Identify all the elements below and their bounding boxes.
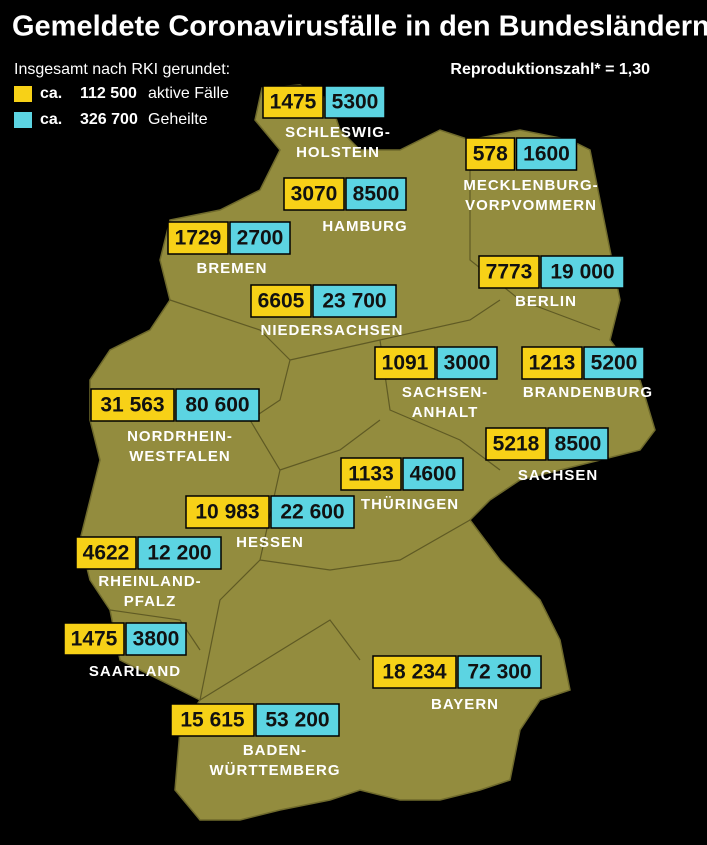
legend-prefix: ca. <box>40 85 62 102</box>
recovered-cases: 3000 <box>444 352 491 375</box>
state-name: BRANDENBURG <box>523 384 653 401</box>
active-cases: 1213 <box>529 352 576 375</box>
active-cases: 1729 <box>175 227 222 250</box>
active-box <box>465 137 516 171</box>
state-name: SACHSEN- <box>402 384 488 401</box>
state-name: RHEINLAND- <box>98 573 201 590</box>
active-box <box>185 495 270 529</box>
active-cases: 15 615 <box>180 709 245 732</box>
state-name: SACHSEN <box>518 467 598 484</box>
active-box <box>75 536 137 570</box>
recovered-cases: 8500 <box>555 433 602 456</box>
recovered-box <box>457 655 542 689</box>
legend-prefix: ca. <box>40 111 62 128</box>
recovered-box <box>540 255 625 289</box>
legend-label: Geheilte <box>148 111 208 128</box>
state-name: BERLIN <box>515 293 577 310</box>
active-cases: 4622 <box>83 542 130 565</box>
state-name: MECKLENBURG- <box>463 177 598 194</box>
state-name: BADEN- <box>243 742 307 759</box>
recovered-box <box>137 536 222 570</box>
state-name: BAYERN <box>431 696 499 713</box>
active-box <box>478 255 540 289</box>
active-box <box>170 703 255 737</box>
recovered-box <box>229 221 291 255</box>
recovered-cases: 19 000 <box>550 261 614 284</box>
legend-swatch <box>14 112 32 128</box>
active-box <box>283 177 345 211</box>
recovered-cases: 3800 <box>133 628 180 651</box>
state-name: WESTFALEN <box>129 448 231 465</box>
active-cases: 1475 <box>71 628 118 651</box>
recovered-box <box>583 346 645 380</box>
active-cases: 6605 <box>258 290 305 313</box>
active-cases: 1091 <box>382 352 429 375</box>
recovered-cases: 4600 <box>410 463 457 486</box>
reproduction-number: Reproduktionszahl* = 1,30 <box>450 61 650 78</box>
recovered-box <box>345 177 407 211</box>
active-box <box>521 346 583 380</box>
state-name: HAMBURG <box>322 218 407 235</box>
recovered-box <box>515 137 578 171</box>
recovered-cases: 1600 <box>523 143 570 166</box>
active-box <box>372 655 457 689</box>
state-name: BREMEN <box>196 260 267 277</box>
state-name: THÜRINGEN <box>361 496 459 513</box>
active-cases: 18 234 <box>382 661 447 684</box>
state-name: HOLSTEIN <box>296 144 380 161</box>
title: Gemeldete Coronavirusfälle in den Bundes… <box>12 11 707 43</box>
recovered-box <box>436 346 498 380</box>
recovered-cases: 80 600 <box>185 394 249 417</box>
state-name: SCHLESWIG- <box>285 124 391 141</box>
recovered-box <box>312 284 397 318</box>
active-box <box>340 457 402 491</box>
state-name: PFALZ <box>124 593 177 610</box>
recovered-cases: 5300 <box>332 91 379 114</box>
active-cases: 10 983 <box>195 501 259 524</box>
active-box <box>63 622 125 656</box>
active-box <box>262 85 324 119</box>
legend-swatch <box>14 86 32 102</box>
recovered-box <box>175 388 260 422</box>
recovered-box <box>547 427 609 461</box>
active-cases: 3070 <box>291 183 338 206</box>
recovered-cases: 5200 <box>591 352 638 375</box>
recovered-cases: 22 600 <box>280 501 344 524</box>
active-box <box>90 388 175 422</box>
state-name: HESSEN <box>236 534 304 551</box>
recovered-box <box>125 622 187 656</box>
active-box <box>485 427 547 461</box>
legend-label: aktive Fälle <box>148 85 229 102</box>
state-name: SAARLAND <box>89 663 181 680</box>
active-cases: 31 563 <box>100 394 164 417</box>
active-cases: 5218 <box>493 433 540 456</box>
state-name: NIEDERSACHSEN <box>260 322 403 339</box>
recovered-box <box>402 457 464 491</box>
recovered-cases: 53 200 <box>265 709 329 732</box>
active-cases: 7773 <box>486 261 533 284</box>
active-cases: 1133 <box>348 463 394 486</box>
state-name: WÜRTTEMBERG <box>210 762 341 779</box>
recovered-cases: 12 200 <box>147 542 211 565</box>
state-name: VORPVOMMERN <box>465 197 597 214</box>
recovered-cases: 23 700 <box>322 290 386 313</box>
state-name: NORDRHEIN- <box>127 428 233 445</box>
recovered-cases: 2700 <box>237 227 284 250</box>
recovered-cases: 8500 <box>353 183 400 206</box>
active-cases: 578 <box>473 143 508 166</box>
recovered-box <box>324 85 386 119</box>
active-cases: 1475 <box>270 91 317 114</box>
legend-value: 112 500 <box>80 85 137 102</box>
active-box <box>374 346 436 380</box>
active-box <box>167 221 229 255</box>
recovered-cases: 72 300 <box>467 661 531 684</box>
legend-value: 326 700 <box>80 111 138 128</box>
recovered-box <box>270 495 355 529</box>
legend-note: Insgesamt nach RKI gerundet: <box>14 61 230 78</box>
recovered-box <box>255 703 340 737</box>
active-box <box>250 284 312 318</box>
state-name: ANHALT <box>412 404 479 421</box>
